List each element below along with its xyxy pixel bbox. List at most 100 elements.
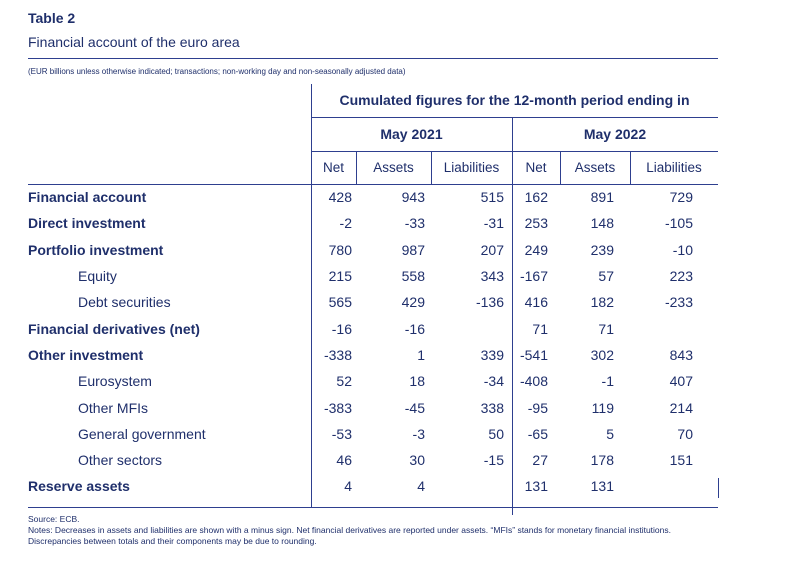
table-cell: 249	[524, 241, 548, 258]
table-cell: -34	[483, 373, 504, 390]
table-cell: -65	[527, 425, 548, 442]
col-liabilities-2021: Liabilities	[443, 160, 500, 175]
header-main: Cumulated figures for the 12-month perio…	[339, 92, 690, 108]
table-cell: 52	[336, 373, 352, 390]
table-cell: 178	[590, 452, 614, 469]
units-note: (EUR billions unless otherwise indicated…	[28, 67, 406, 76]
row-label: Portfolio investment	[28, 241, 164, 258]
table-cell: -136	[475, 294, 504, 311]
table-cell: -10	[672, 241, 693, 258]
table-cell: 27	[532, 452, 548, 469]
body-left-border	[311, 184, 312, 507]
table-cell: 780	[328, 241, 352, 258]
table-cell: 5	[606, 425, 614, 442]
table-cell: -408	[519, 373, 548, 390]
table-cell: 239	[590, 241, 614, 258]
row-label: Financial derivatives (net)	[28, 320, 200, 337]
table-cell: 223	[669, 268, 693, 285]
table-row: General government -53 -3 50 -65 5 70	[28, 421, 693, 447]
period-may-2022: May 2022	[583, 126, 647, 142]
table-row: Other investment -338 1 339 -541 302 843	[28, 342, 693, 368]
table-cell: 1	[417, 346, 425, 363]
table-cell: 843	[669, 346, 693, 363]
table-cell: 46	[336, 452, 352, 469]
col-divider-3	[560, 152, 561, 184]
col-divider-1	[356, 152, 357, 184]
table-cell: 215	[328, 268, 352, 285]
period-divider	[512, 118, 513, 515]
table-cell: 302	[590, 346, 614, 363]
row-label: Debt securities	[78, 294, 171, 311]
period-may-2021: May 2021	[380, 126, 443, 142]
row-label: Reserve assets	[28, 478, 130, 495]
table-cell: 30	[409, 452, 425, 469]
table-cell: 71	[598, 320, 614, 337]
notes-block: Source: ECB. Notes: Decreases in assets …	[28, 514, 718, 547]
table-cell: 119	[591, 399, 614, 416]
col-assets-2021: Assets	[373, 160, 414, 175]
header-left-border	[311, 84, 312, 184]
table-row: Financial account 428 943 515 162 891 729	[28, 184, 693, 210]
table-cell: -53	[331, 425, 352, 442]
table-row: Other sectors 46 30 -15 27 178 151	[28, 447, 693, 473]
col-divider-4	[630, 152, 631, 184]
table-cell: -16	[404, 320, 425, 337]
table-cell: 558	[401, 268, 425, 285]
table-cell: 214	[669, 399, 693, 416]
table-cell: 343	[480, 268, 504, 285]
col-liabilities-2022: Liabilities	[646, 160, 702, 175]
table-cell: 18	[409, 373, 425, 390]
notes-text: Notes: Decreases in assets and liabiliti…	[28, 525, 671, 546]
table-cell: 253	[524, 215, 548, 232]
row-label: General government	[78, 425, 206, 442]
col-net-2021: Net	[322, 160, 344, 175]
table-cell	[614, 315, 693, 341]
col-net-2022: Net	[525, 160, 547, 175]
row-label: Eurosystem	[78, 373, 152, 390]
table-cell: 515	[480, 189, 504, 206]
table-cell: -16	[331, 320, 352, 337]
col-assets-2022: Assets	[574, 160, 616, 175]
table-cell	[425, 473, 504, 499]
financial-account-table: Financial account 428 943 515 162 891 729 Direc…	[28, 184, 693, 500]
table-cell: 891	[590, 189, 614, 206]
table-cell: 429	[401, 294, 425, 311]
table-row: Financial derivatives (net) -16 -16 71 71	[28, 315, 693, 341]
col-divider-2	[431, 152, 432, 184]
table-cell: -95	[527, 399, 548, 416]
table-cell: -167	[519, 268, 548, 285]
row-label: Other MFIs	[78, 399, 149, 416]
table-cell: 729	[669, 189, 693, 206]
table-cell: 162	[524, 189, 548, 206]
reserve-right-mark	[718, 478, 719, 498]
table-cell: 50	[488, 425, 504, 442]
table-cell	[425, 315, 504, 341]
table-cell: -3	[412, 425, 425, 442]
header-rule-3	[28, 184, 718, 185]
row-label: Financial account	[28, 189, 147, 206]
table-row: Other MFIs -383 -45 338 -95 119 214	[28, 394, 693, 420]
table-cell: -1	[601, 373, 614, 390]
header-rule-2	[311, 151, 718, 152]
row-label: Direct investment	[28, 215, 146, 232]
table-cell: 943	[401, 189, 425, 206]
table-cell: 148	[590, 215, 614, 232]
top-rule	[28, 58, 718, 59]
table-cell: 57	[598, 268, 614, 285]
table-cell: -383	[323, 399, 352, 416]
table-cell	[614, 473, 693, 499]
table-cell: 428	[328, 189, 352, 206]
table-row: Eurosystem 52 18 -34 -408 -1 407	[28, 368, 693, 394]
table-cell: -15	[483, 452, 504, 469]
table-cell: 182	[590, 294, 614, 311]
table-cell: 339	[480, 346, 504, 363]
table-row: Equity 215 558 343 -167 57 223	[28, 263, 693, 289]
table-cell: -233	[664, 294, 693, 311]
table-cell: 338	[480, 399, 504, 416]
table-cell: 71	[532, 320, 548, 337]
table-cell: -31	[483, 215, 504, 232]
source-line: Source: ECB.	[28, 514, 80, 524]
table-row: Portfolio investment 780 987 207 249 239 -10	[28, 237, 693, 263]
table-cell: 131	[524, 478, 548, 495]
row-label: Other investment	[28, 346, 144, 363]
